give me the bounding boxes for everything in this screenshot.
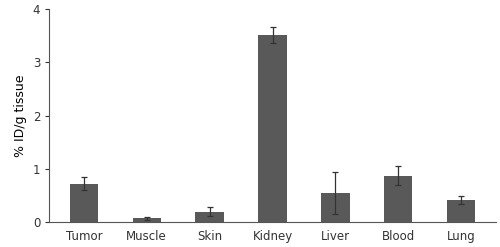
Bar: [70, 184, 98, 222]
Bar: [132, 218, 161, 222]
Bar: [196, 211, 224, 222]
Bar: [447, 200, 476, 222]
Bar: [384, 176, 412, 222]
Y-axis label: % ID/g tissue: % ID/g tissue: [14, 74, 27, 157]
Bar: [322, 193, 349, 222]
Bar: [258, 35, 286, 222]
